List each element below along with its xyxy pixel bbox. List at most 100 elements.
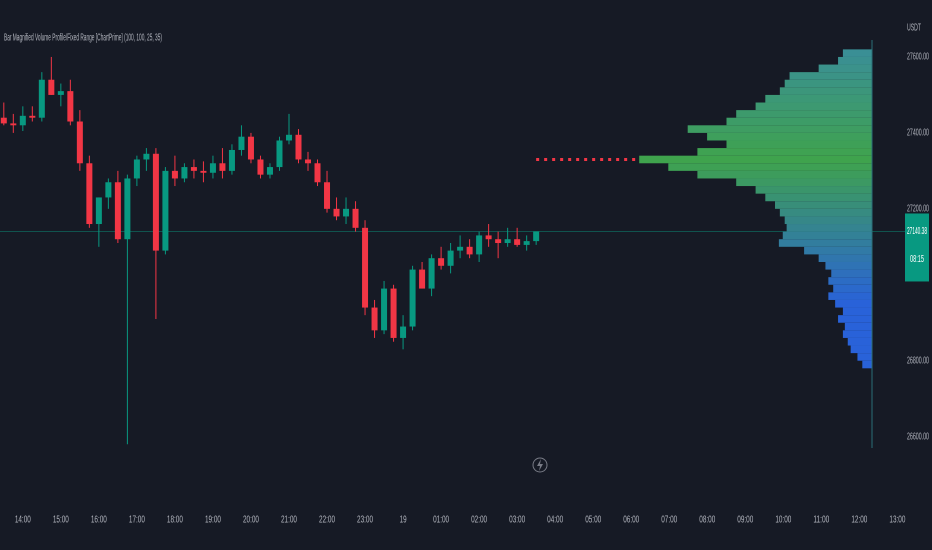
candle-body xyxy=(95,197,102,225)
x-tick-label: 13:00 xyxy=(889,515,905,526)
y-tick-label: 27200.00 xyxy=(907,203,929,214)
candle-body xyxy=(124,178,131,240)
candle-body xyxy=(409,269,416,327)
candle-body xyxy=(162,170,169,251)
profile-bar xyxy=(784,216,872,225)
profile-bar xyxy=(726,140,872,149)
candle-body xyxy=(10,123,17,126)
x-tick-label: 18:00 xyxy=(167,515,183,526)
profile-bar xyxy=(804,246,872,255)
x-tick-label: 06:00 xyxy=(623,515,639,526)
candle-body xyxy=(190,167,197,171)
candle-body xyxy=(523,241,530,245)
profile-bar xyxy=(755,102,872,111)
profile-bar xyxy=(833,284,872,293)
candle-body xyxy=(476,235,483,255)
profile-bar xyxy=(782,231,872,240)
profile-bar xyxy=(844,322,872,331)
y-tick-label: 26600.00 xyxy=(907,431,929,442)
candle-body xyxy=(38,79,45,118)
y-tick-label: 26800.00 xyxy=(907,355,929,366)
candle-body xyxy=(276,140,283,168)
x-tick-label: 15:00 xyxy=(53,515,69,526)
profile-bar xyxy=(736,110,872,118)
profile-bar xyxy=(818,254,872,262)
x-tick-label: 14:00 xyxy=(15,515,31,526)
icon xyxy=(532,457,548,473)
profile-bar xyxy=(639,155,872,164)
candle-body xyxy=(447,250,454,266)
x-tick-label: 03:00 xyxy=(509,515,525,526)
profile-bar xyxy=(687,125,872,133)
candle-body xyxy=(457,246,464,251)
candle-body xyxy=(533,231,540,242)
x-tick-label: 12:00 xyxy=(851,515,867,526)
profile-bar xyxy=(838,56,872,65)
profile-bar xyxy=(779,87,872,95)
candle-body xyxy=(200,170,207,173)
candle-body xyxy=(466,246,473,255)
profile-bar xyxy=(857,353,872,361)
profile-bar xyxy=(755,186,872,194)
candle-body xyxy=(362,227,369,308)
last-price-label: 27140.38 xyxy=(907,226,927,237)
candle-body xyxy=(247,136,254,160)
candle-body xyxy=(285,134,292,141)
x-tick-label: 22:00 xyxy=(319,515,335,526)
x-tick-label: 23:00 xyxy=(357,515,373,526)
candle-body xyxy=(114,182,121,240)
candle-body xyxy=(266,167,273,175)
profile-bar xyxy=(784,79,872,88)
x-tick-label: 10:00 xyxy=(775,515,791,526)
candle-body xyxy=(504,239,511,244)
y-tick-label: 27400.00 xyxy=(907,128,929,139)
profile-bar xyxy=(862,360,872,369)
profile-bar xyxy=(697,170,872,179)
profile-bar xyxy=(831,269,872,278)
x-tick-label: 08:00 xyxy=(699,515,715,526)
candle-body xyxy=(29,115,36,118)
profile-bar xyxy=(707,132,872,141)
x-tick-label: 02:00 xyxy=(471,515,487,526)
x-tick-label: 21:00 xyxy=(281,515,297,526)
last-price-tag xyxy=(905,213,929,282)
x-tick-label: 01:00 xyxy=(433,515,449,526)
x-tick-label: 17:00 xyxy=(129,515,145,526)
candle-body xyxy=(419,269,426,289)
candle-body xyxy=(219,163,226,171)
x-tick-label: 19 xyxy=(400,515,407,526)
candle-body xyxy=(371,307,378,331)
profile-bar xyxy=(697,148,872,156)
profile-bar xyxy=(778,239,872,247)
x-tick-label: 11:00 xyxy=(813,515,829,526)
x-tick-label: 05:00 xyxy=(585,515,601,526)
profile-bar xyxy=(842,330,872,338)
y-tick-label: 27600.00 xyxy=(907,52,929,63)
candle-body xyxy=(67,91,74,122)
countdown-label: 08:15 xyxy=(910,254,924,265)
candle-body xyxy=(57,91,64,95)
profile-bar xyxy=(765,193,872,202)
x-tick-label: 20:00 xyxy=(243,515,259,526)
candle-body xyxy=(400,326,407,338)
profile-bar xyxy=(789,72,872,80)
chart-title: Bar Magnified Volume Profile/Fixed Range… xyxy=(4,33,162,44)
profile-bar xyxy=(765,94,872,103)
currency-label: USDT xyxy=(907,23,921,34)
profile-bar xyxy=(779,208,872,217)
candle-body xyxy=(209,163,216,173)
x-tick-label: 07:00 xyxy=(661,515,677,526)
x-tick-label: 16:00 xyxy=(91,515,107,526)
profile-bar xyxy=(818,64,872,73)
profile-bar xyxy=(825,261,872,270)
profile-bar xyxy=(847,337,872,346)
candle-body xyxy=(48,79,55,95)
candle-body xyxy=(381,288,388,331)
candle-body xyxy=(76,121,83,164)
candle-body xyxy=(305,159,312,164)
candle-body xyxy=(105,182,112,198)
candle-body xyxy=(333,208,340,217)
candle-body xyxy=(257,159,264,175)
